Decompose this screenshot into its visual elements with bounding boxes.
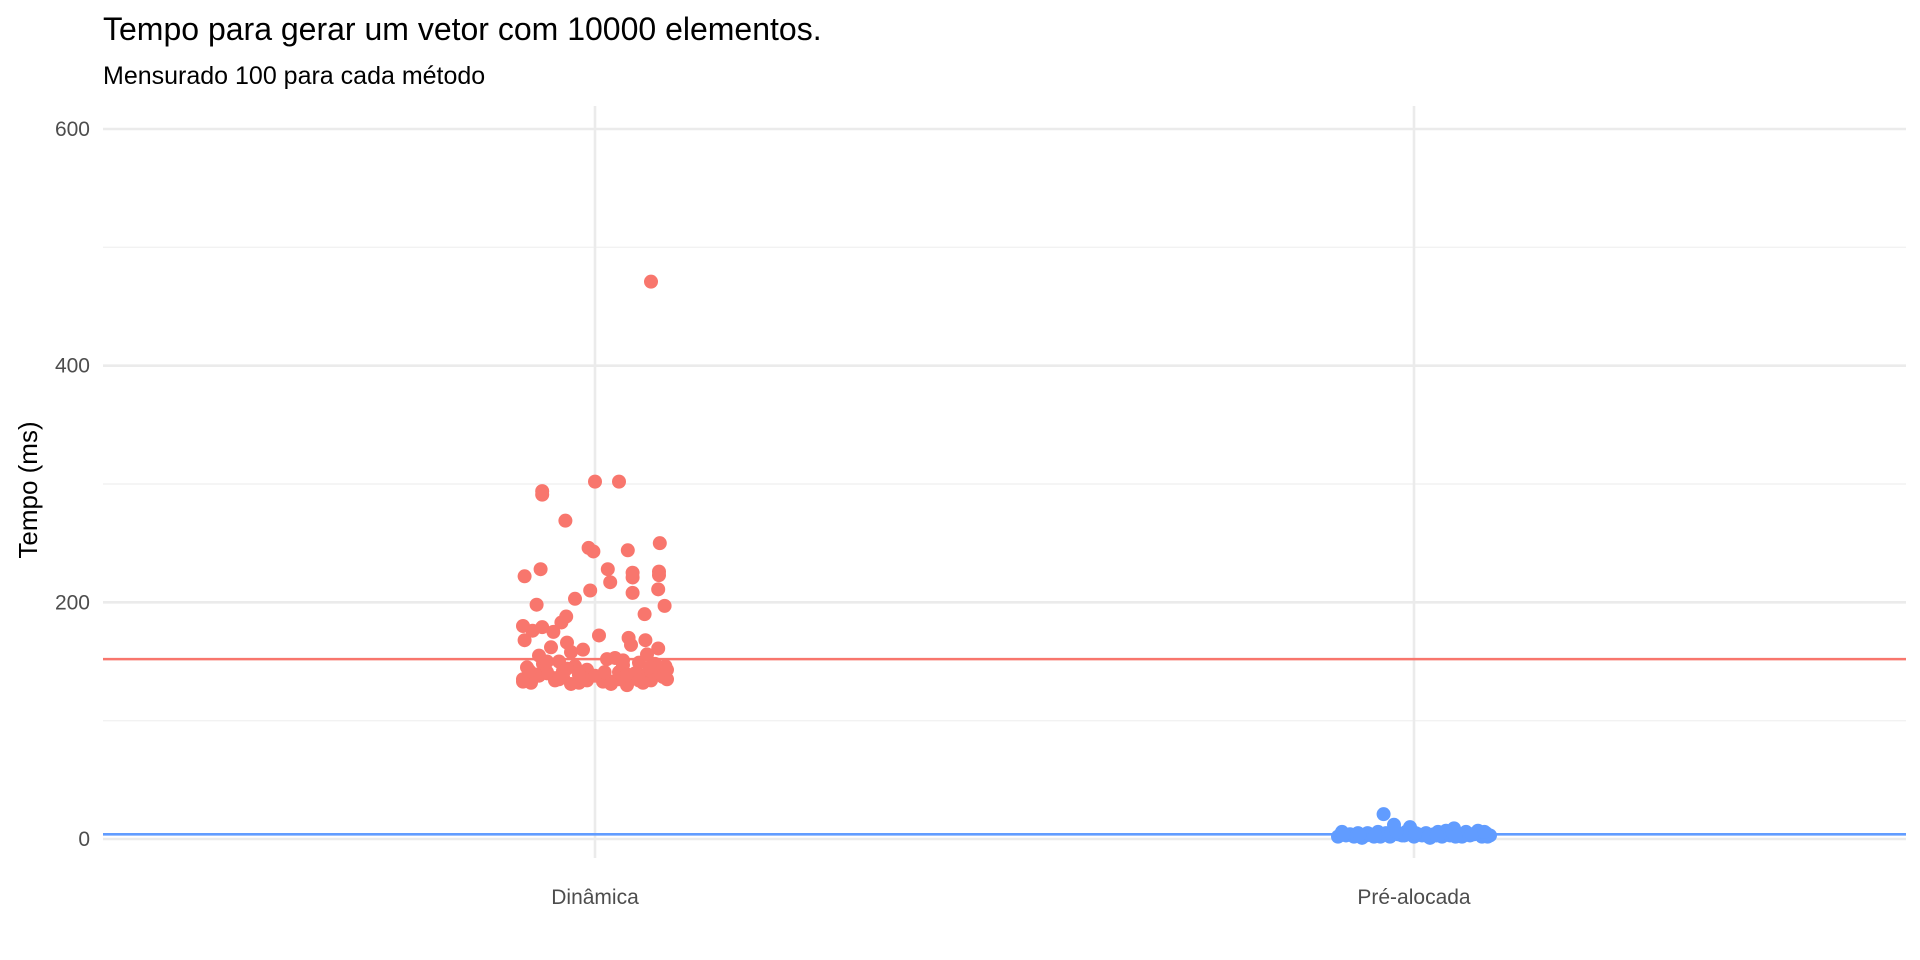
data-point	[517, 633, 532, 648]
data-point	[540, 665, 554, 680]
data-point	[568, 591, 582, 606]
grid	[103, 106, 1906, 858]
data-point	[1477, 824, 1492, 839]
data-point	[535, 484, 550, 499]
data-points	[516, 274, 1497, 845]
data-point	[572, 667, 586, 682]
x-tick-label: Pré-alocada	[1357, 886, 1471, 909]
data-point	[651, 582, 666, 597]
data-point	[612, 474, 626, 489]
data-point	[644, 274, 658, 289]
data-point	[592, 628, 606, 643]
data-point	[1429, 828, 1444, 843]
x-tick-label: Dinâmica	[551, 886, 639, 909]
data-point	[604, 676, 618, 691]
data-point	[516, 674, 530, 689]
data-point	[586, 544, 601, 559]
data-point	[621, 630, 636, 645]
data-point	[652, 564, 666, 579]
data-point	[640, 647, 654, 662]
data-point	[535, 620, 550, 635]
data-point	[560, 661, 574, 676]
data-point	[533, 562, 548, 577]
data-point	[1389, 824, 1404, 839]
data-point	[516, 619, 530, 633]
data-point	[660, 662, 674, 677]
y-tick-label: 600	[55, 118, 90, 141]
y-tick-label: 200	[55, 591, 90, 614]
data-point	[546, 624, 561, 639]
axis-ticks: 0 200 400 600 Dinâmica Pré-alocada	[55, 118, 1471, 909]
data-point	[522, 663, 537, 678]
data-point	[616, 653, 630, 668]
data-point	[625, 565, 640, 580]
data-point	[652, 536, 667, 551]
data-point	[638, 633, 653, 648]
y-tick-label: 0	[78, 828, 90, 851]
data-point	[540, 654, 554, 669]
data-point	[1376, 807, 1391, 822]
data-point	[583, 583, 598, 598]
data-point	[1368, 828, 1383, 843]
mean-lines	[103, 657, 1906, 836]
chart-title: Tempo para gerar um vetor com 10000 elem…	[103, 11, 822, 47]
data-point	[597, 665, 612, 680]
data-point	[558, 513, 573, 528]
data-point	[576, 642, 590, 657]
data-point	[1464, 827, 1479, 842]
data-point	[620, 543, 635, 558]
data-point	[1448, 829, 1463, 844]
data-point	[588, 474, 602, 489]
data-point	[651, 641, 666, 656]
y-axis-label: Tempo (ms)	[13, 421, 43, 558]
data-point	[559, 609, 574, 624]
data-point	[560, 635, 574, 650]
chart-subtitle: Mensurado 100 para cada método	[103, 62, 485, 90]
data-point	[600, 562, 615, 577]
data-point	[529, 597, 544, 612]
data-point	[625, 585, 640, 600]
data-point	[1408, 826, 1423, 841]
data-point	[517, 569, 532, 584]
data-point	[642, 660, 657, 675]
data-point	[637, 607, 652, 622]
data-point	[632, 673, 646, 688]
data-point	[1336, 827, 1351, 842]
data-point	[1352, 827, 1367, 842]
y-tick-label: 400	[55, 355, 90, 378]
data-point	[552, 672, 566, 687]
data-point	[657, 598, 672, 613]
data-point	[544, 640, 558, 655]
data-point	[603, 575, 618, 590]
